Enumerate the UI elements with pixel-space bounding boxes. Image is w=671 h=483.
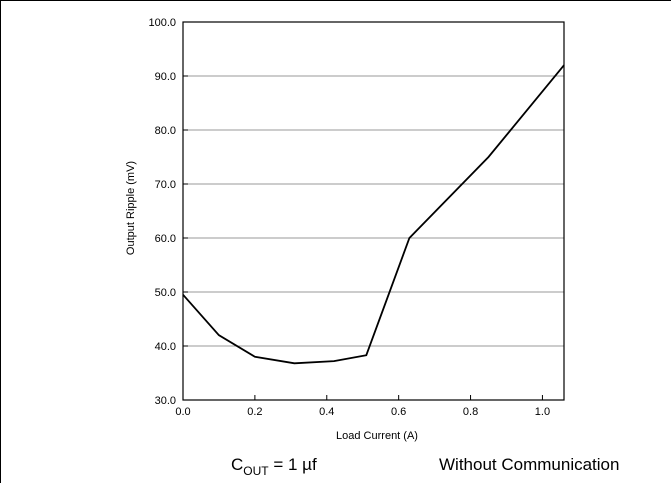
- y-tick-label: 90.0: [155, 71, 176, 83]
- y-tick-label: 40.0: [155, 341, 176, 353]
- caption-value: = 1 µf: [268, 455, 317, 474]
- y-tick-label: 80.0: [155, 125, 176, 137]
- x-tick-label: 0.0: [175, 406, 190, 418]
- axes: [182, 21, 565, 401]
- caption-subscript: OUT: [243, 464, 269, 478]
- caption-c: C: [231, 455, 244, 474]
- frame-top-border: [0, 0, 671, 1]
- condition-caption: Without Communication: [439, 455, 620, 474]
- x-tick-label: 0.6: [391, 406, 406, 418]
- x-tick-label: 0.8: [463, 406, 478, 418]
- series-layer: [182, 64, 565, 365]
- y-axis-title: Output Ripple (mV): [125, 161, 137, 255]
- x-tick-label: 0.4: [319, 406, 334, 418]
- x-axis-title: Load Current (A): [336, 430, 418, 442]
- y-tick-label: 50.0: [155, 287, 176, 299]
- gridlines: [183, 75, 564, 347]
- y-tick-label: 60.0: [155, 233, 176, 245]
- y-tick-label: 30.0: [155, 395, 176, 407]
- frame-left-border: [0, 0, 1, 483]
- series-line: [182, 64, 565, 365]
- plot-frame: [182, 21, 565, 401]
- ticks: 30.0 40.0 50.0 60.0 70.0 80.0 90.0 100.0 0.0 0.2 0…: [148, 17, 550, 418]
- capacitance-caption: COUT = 1 µf: [231, 455, 317, 478]
- y-tick-label: 100.0: [148, 17, 176, 29]
- y-tick-label: 70.0: [155, 179, 176, 191]
- x-tick-label: 0.2: [247, 406, 262, 418]
- x-tick-label: 1.0: [535, 406, 550, 418]
